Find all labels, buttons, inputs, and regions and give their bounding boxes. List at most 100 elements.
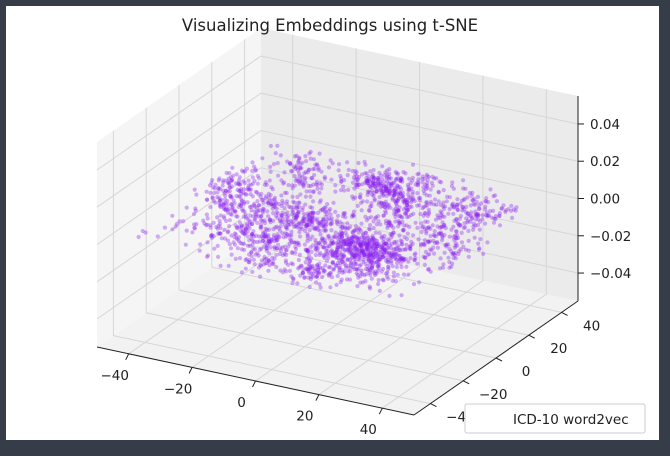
scatter-point (428, 239, 433, 244)
scatter-point (383, 210, 388, 216)
scatter-point (263, 261, 268, 266)
scatter-point (464, 204, 469, 209)
scatter-point (406, 186, 411, 192)
scatter-point (376, 257, 382, 262)
scatter-point (313, 237, 318, 243)
scatter-point (326, 165, 332, 170)
scatter-point (262, 220, 268, 226)
scatter-point (405, 203, 410, 208)
scatter-point (271, 227, 276, 232)
scatter-point (338, 249, 343, 254)
scatter-point (422, 255, 428, 260)
scatter-point (273, 151, 278, 156)
scatter-point (218, 231, 223, 236)
scatter-point (353, 168, 358, 174)
scatter-point (239, 270, 245, 275)
scatter-point (192, 226, 197, 231)
scatter-point (255, 190, 260, 195)
scatter-point (465, 211, 470, 216)
scatter-point (410, 189, 415, 194)
scatter-point (315, 186, 320, 191)
scatter-point (432, 251, 437, 256)
scatter-point (393, 187, 398, 192)
legend-box (464, 403, 646, 434)
scatter-point (346, 236, 351, 241)
scatter-point (342, 211, 348, 216)
scatter-point (251, 234, 256, 239)
scatter-point (256, 234, 262, 239)
scatter-point (284, 215, 290, 220)
scatter-point (404, 242, 409, 247)
scatter-point (373, 237, 378, 243)
scatter-point (264, 246, 269, 251)
scatter-point (450, 201, 456, 206)
scatter-point (381, 243, 386, 248)
scatter-point (311, 190, 316, 195)
scatter-point (263, 232, 268, 237)
scatter-point (308, 183, 313, 189)
scatter-point (296, 209, 301, 214)
scatter-point (345, 173, 350, 178)
scatter-point (297, 156, 302, 161)
scatter-point (340, 255, 345, 260)
scatter-point (359, 268, 364, 273)
scatter-point (249, 232, 255, 237)
scatter-point (328, 249, 334, 254)
scatter-point (341, 184, 346, 189)
scatter-point (423, 219, 428, 224)
scatter-point (315, 225, 320, 230)
scatter-point (410, 192, 415, 197)
scatter-point (318, 242, 323, 247)
scatter-point (276, 242, 281, 247)
scatter-point (255, 239, 260, 245)
scatter-point (432, 229, 437, 234)
scatter-point (377, 188, 382, 193)
scatter-point (384, 174, 389, 179)
scatter-point (326, 265, 332, 270)
scatter-point (330, 161, 335, 166)
scatter-point (308, 156, 313, 161)
scatter-point (454, 217, 459, 222)
scatter-point (372, 198, 377, 203)
scatter-point (249, 236, 254, 241)
scatter-point (381, 254, 386, 259)
grid-line-z (96, 55, 579, 171)
scatter-point (216, 231, 221, 236)
scatter-point (354, 271, 359, 276)
scatter-point (235, 246, 240, 251)
legend: ICD-10 word2vec (464, 403, 646, 434)
scatter-point (387, 191, 392, 196)
scatter-point (363, 230, 368, 236)
scatter-point (365, 234, 370, 239)
scatter-point (246, 183, 251, 188)
scatter-point (440, 220, 445, 225)
scatter-point (369, 254, 374, 259)
scatter-point (311, 182, 316, 187)
scatter-point (426, 174, 431, 179)
scatter-point (278, 268, 283, 273)
scatter-point (343, 241, 348, 246)
scatter-point (227, 185, 233, 190)
scatter-point (389, 259, 394, 264)
scatter-point (320, 238, 326, 243)
scatter-point (224, 206, 229, 211)
scatter-point (446, 255, 451, 260)
scatter-point (320, 266, 325, 271)
scatter-point (383, 184, 389, 189)
scatter-point (224, 170, 229, 176)
scatter-point (266, 259, 271, 264)
scatter-point (387, 238, 392, 243)
scatter-point (471, 201, 476, 207)
scatter-point (398, 178, 403, 183)
scatter-point (333, 263, 339, 268)
scatter-point (298, 221, 303, 226)
y-tick (495, 357, 503, 362)
scatter-point (371, 176, 376, 181)
scatter-point (374, 189, 379, 194)
scatter-point (301, 184, 306, 189)
scatter-point (358, 280, 363, 285)
scatter-point (355, 241, 360, 246)
scatter-point (281, 235, 286, 240)
scatter-point (243, 191, 248, 197)
scatter-point (371, 180, 376, 185)
